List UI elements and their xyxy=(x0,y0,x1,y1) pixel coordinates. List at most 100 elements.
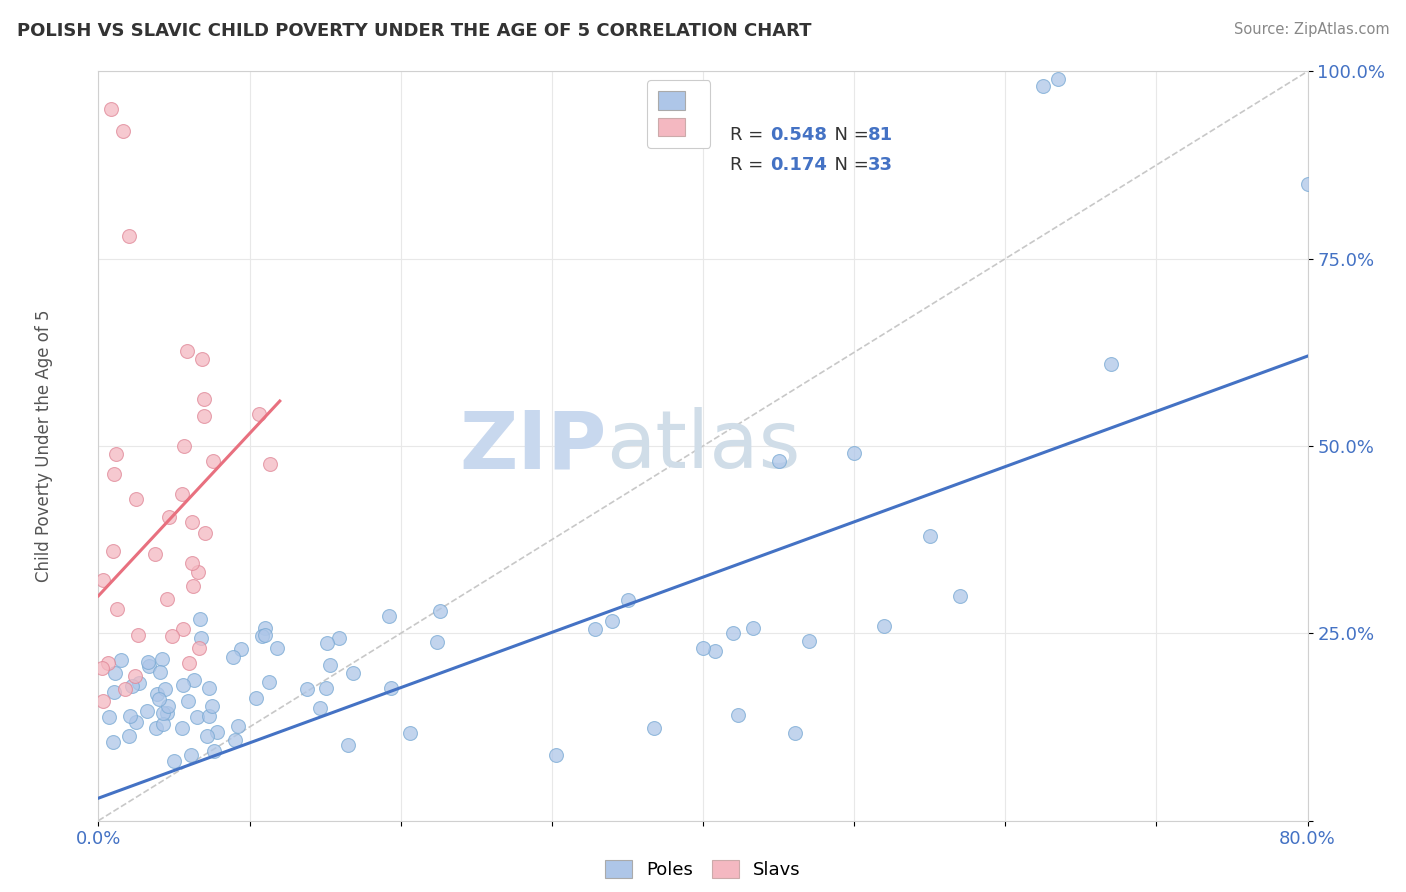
Text: 81: 81 xyxy=(869,126,893,144)
Point xyxy=(172,678,194,692)
Point xyxy=(315,681,337,695)
Point xyxy=(181,579,204,593)
Text: 33: 33 xyxy=(869,156,893,174)
Point xyxy=(617,593,640,607)
Point xyxy=(150,652,173,666)
Point xyxy=(600,615,623,629)
Point xyxy=(194,525,217,540)
Point xyxy=(195,730,218,744)
Point xyxy=(202,744,225,758)
Point xyxy=(103,684,125,698)
Point xyxy=(723,626,745,640)
Point xyxy=(105,602,128,616)
Point xyxy=(118,729,141,743)
Point xyxy=(222,649,245,664)
Point xyxy=(149,665,172,679)
Text: R =: R = xyxy=(731,126,769,144)
Point xyxy=(180,748,202,763)
Point xyxy=(177,657,200,671)
Point xyxy=(727,708,749,723)
Point xyxy=(198,709,221,723)
Point xyxy=(253,628,276,642)
Point xyxy=(188,612,211,626)
Point xyxy=(198,681,221,695)
Point xyxy=(97,710,120,724)
Text: R =: R = xyxy=(731,156,769,174)
Point xyxy=(741,621,763,635)
Point xyxy=(319,657,342,672)
Point xyxy=(100,102,122,116)
Point xyxy=(918,529,941,543)
Point xyxy=(193,392,215,407)
Point xyxy=(103,544,125,558)
Point xyxy=(155,681,177,696)
Point xyxy=(378,609,401,624)
Point xyxy=(157,510,180,524)
Point xyxy=(200,698,222,713)
Point xyxy=(120,709,142,723)
Point xyxy=(160,629,183,643)
Point xyxy=(187,566,209,580)
Point xyxy=(145,721,167,735)
Text: 0.548: 0.548 xyxy=(770,126,827,144)
Point xyxy=(163,754,186,768)
Text: Source: ZipAtlas.com: Source: ZipAtlas.com xyxy=(1233,22,1389,37)
Text: POLISH VS SLAVIC CHILD POVERTY UNDER THE AGE OF 5 CORRELATION CHART: POLISH VS SLAVIC CHILD POVERTY UNDER THE… xyxy=(17,22,811,40)
Point xyxy=(181,515,204,529)
Point xyxy=(224,733,246,747)
Point xyxy=(143,547,166,561)
Point xyxy=(226,719,249,733)
Point xyxy=(797,633,820,648)
Point xyxy=(342,665,364,680)
Point xyxy=(148,691,170,706)
Point xyxy=(380,681,402,695)
Point xyxy=(429,604,451,618)
Point xyxy=(172,487,194,501)
Point xyxy=(873,619,896,633)
Point xyxy=(152,716,174,731)
Point xyxy=(259,674,281,689)
Point xyxy=(157,698,180,713)
Point xyxy=(186,710,208,724)
Point xyxy=(316,636,339,650)
Point xyxy=(583,623,606,637)
Point xyxy=(337,738,360,752)
Point xyxy=(173,622,195,636)
Point xyxy=(97,657,120,671)
Point xyxy=(152,706,174,720)
Point xyxy=(136,655,159,669)
Point xyxy=(949,589,972,603)
Point xyxy=(177,693,200,707)
Point xyxy=(398,726,420,740)
Point xyxy=(295,681,318,696)
Point xyxy=(308,701,330,715)
Point xyxy=(173,439,195,453)
Point xyxy=(247,407,270,421)
Point xyxy=(692,641,714,656)
Point xyxy=(103,467,125,482)
Point xyxy=(704,644,727,658)
Point xyxy=(146,687,169,701)
Point xyxy=(104,447,127,461)
Point xyxy=(253,621,276,635)
Point xyxy=(844,446,866,460)
Point xyxy=(250,629,273,643)
Point xyxy=(181,556,204,570)
Point xyxy=(183,673,205,687)
Point xyxy=(643,721,665,735)
Text: ZIP: ZIP xyxy=(458,407,606,485)
Point xyxy=(202,454,225,468)
Text: 0.174: 0.174 xyxy=(770,156,827,174)
Point xyxy=(91,694,114,708)
Point xyxy=(127,628,149,642)
Point xyxy=(190,351,212,366)
Point xyxy=(768,454,790,468)
Point xyxy=(91,574,114,588)
Point xyxy=(136,704,159,718)
Text: N =: N = xyxy=(824,156,875,174)
Point xyxy=(176,343,198,358)
Point xyxy=(205,724,228,739)
Point xyxy=(266,640,288,655)
Point xyxy=(156,591,179,606)
Point xyxy=(104,665,127,680)
